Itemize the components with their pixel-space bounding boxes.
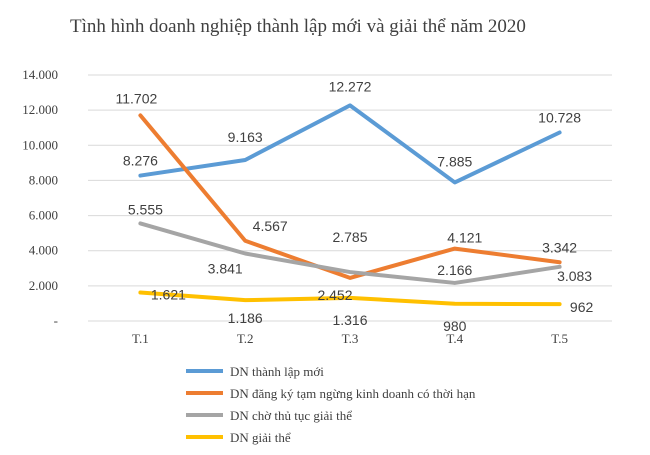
data-label: 1.316: [332, 312, 367, 328]
x-tick-label: T.1: [132, 331, 149, 346]
legend-label: DN đăng ký tạm ngừng kinh doanh có thời …: [230, 386, 476, 401]
y-tick-label: -: [54, 313, 58, 328]
data-label: 2.166: [437, 262, 472, 278]
data-label: 1.621: [151, 287, 186, 303]
data-label: 4.567: [253, 218, 288, 234]
data-label: 9.163: [228, 129, 263, 145]
y-tick-label: 2.000: [29, 278, 58, 293]
data-label: 1.186: [228, 310, 263, 326]
legend-label: DN chờ thủ tục giải thể: [230, 408, 352, 423]
series-line-3: [138, 221, 562, 285]
y-tick-label: 10.000: [22, 137, 58, 152]
chart-title: Tình hình doanh nghiệp thành lập mới và …: [70, 16, 526, 37]
x-tick-label: T.5: [551, 331, 568, 346]
series-line-1: [138, 103, 562, 185]
y-tick-label: 12.000: [22, 102, 58, 117]
data-label: 3.342: [542, 239, 577, 255]
data-label: 2.785: [332, 229, 367, 245]
y-tick-label: 6.000: [29, 208, 58, 223]
series-lines: [138, 103, 562, 307]
data-label: 4.121: [447, 230, 482, 246]
data-label: 2.452: [317, 287, 352, 303]
y-tick-label: 14.000: [22, 67, 58, 82]
data-labels: 8.276 9.163 12.272 7.885 10.728 11.702 4.567 2.…: [116, 78, 594, 333]
y-axis-ticks: - 2.000 4.000 6.000 8.000 10.000 12.000 14.000: [22, 67, 58, 328]
data-label: 10.728: [538, 109, 581, 125]
gridlines: [88, 74, 612, 322]
x-tick-label: T.2: [237, 331, 254, 346]
data-label: 12.272: [329, 78, 372, 94]
series-line-4: [138, 290, 562, 307]
x-tick-label: T.4: [446, 331, 463, 346]
data-label: 8.276: [123, 153, 158, 169]
data-label: 7.885: [437, 153, 472, 169]
series-line-2: [138, 113, 562, 280]
x-tick-label: T.3: [342, 331, 359, 346]
data-label: 11.702: [116, 90, 158, 106]
data-label: 980: [443, 318, 467, 334]
data-label: 3.841: [208, 261, 243, 277]
data-label: 962: [570, 299, 594, 315]
data-label: 5.555: [128, 201, 163, 217]
y-tick-label: 8.000: [29, 172, 58, 187]
legend: DN thành lập mới DN đăng ký tạm ngừng kin…: [186, 364, 476, 445]
x-axis-ticks: T.1 T.2 T.3 T.4 T.5: [132, 331, 568, 346]
data-label: 3.083: [557, 268, 592, 284]
y-tick-label: 4.000: [29, 243, 58, 258]
legend-label: DN thành lập mới: [230, 364, 324, 379]
legend-label: DN giải thể: [230, 430, 291, 445]
